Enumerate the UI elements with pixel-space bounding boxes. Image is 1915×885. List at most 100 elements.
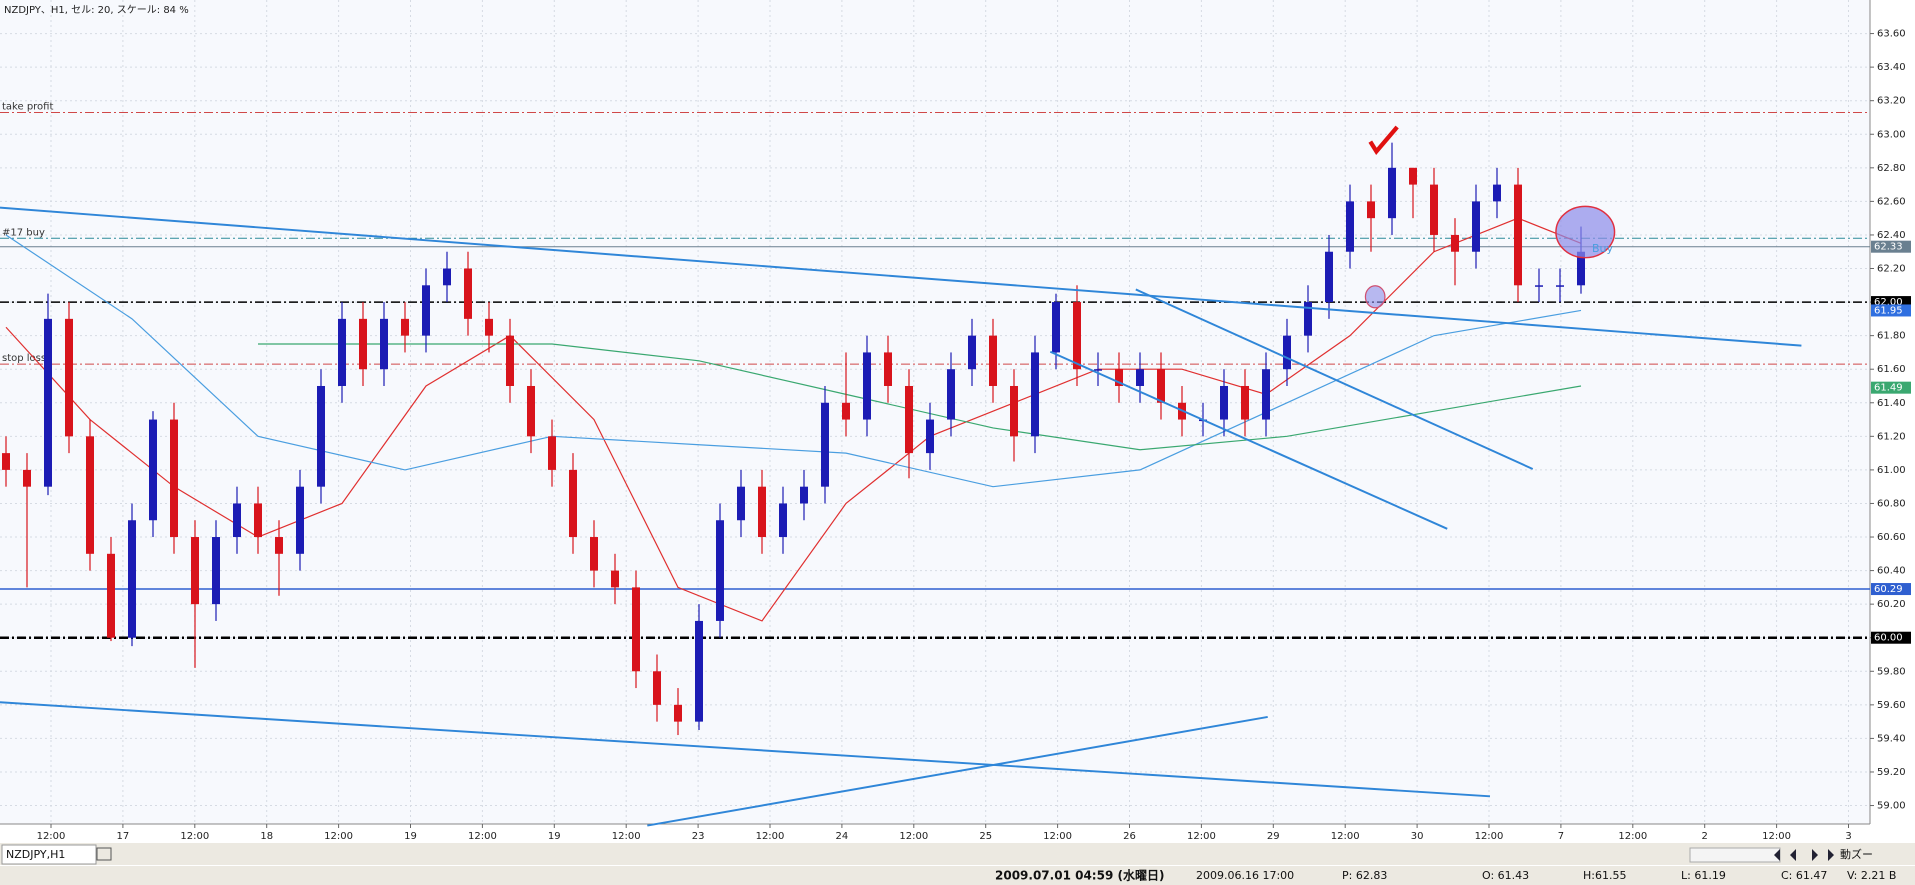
- x-tick-label: 7: [1558, 831, 1564, 842]
- x-tick-label: 17: [117, 831, 130, 842]
- candle-body: [1430, 184, 1438, 235]
- candle-body: [611, 570, 619, 588]
- trendline[interactable]: [0, 206, 1802, 347]
- toolbar-text: 動ズー: [1840, 847, 1873, 861]
- status-item: P: 62.83: [1342, 869, 1387, 882]
- x-tick-label: 3: [1845, 831, 1851, 842]
- scrollbar[interactable]: [1689, 847, 1781, 863]
- candle-body: [548, 436, 556, 470]
- chart-title: NZDJPY、H1, セル: 20, スケール: 84 %: [4, 4, 189, 16]
- y-tick-label: 62.40: [1877, 230, 1906, 241]
- trendline[interactable]: [0, 701, 1491, 798]
- candle-body: [1241, 385, 1249, 420]
- candle-body: [464, 268, 472, 319]
- candle-body: [1472, 201, 1480, 252]
- price-tag: [1871, 631, 1911, 644]
- candle-body: [1556, 285, 1564, 287]
- y-tick-label: 59.20: [1877, 767, 1906, 778]
- candle-body: [968, 335, 976, 370]
- plot-background: [0, 0, 1870, 824]
- chart-tab[interactable]: [1, 844, 97, 865]
- price-tag-label: 62.00: [1874, 297, 1903, 308]
- price-tag: [1871, 240, 1911, 253]
- candle-body: [800, 486, 808, 504]
- levels: take profit #17 buy stop loss: [0, 101, 1870, 639]
- candle-body: [107, 553, 115, 638]
- price-tag: [1871, 381, 1911, 394]
- candle-body: [842, 402, 850, 420]
- x-tick-label: 12:00: [1187, 831, 1216, 842]
- candle-body: [1157, 369, 1165, 403]
- y-tick-label: 60.60: [1877, 532, 1906, 543]
- candle-body: [527, 385, 535, 437]
- candle-body: [716, 520, 724, 621]
- candle-body: [212, 537, 220, 605]
- status-item: L: 61.19: [1681, 869, 1726, 882]
- x-tick-label: 29: [1267, 831, 1280, 842]
- candle-body: [65, 318, 73, 437]
- trendlines: [0, 125, 1802, 827]
- x-tick-label: 12:00: [1762, 831, 1791, 842]
- x-tick-label: 25: [979, 831, 992, 842]
- tab-icon[interactable]: [96, 847, 112, 861]
- candle-body: [422, 285, 430, 336]
- chart-tab-label: NZDJPY,H1: [6, 848, 65, 861]
- candle-body: [191, 537, 199, 605]
- candle-body: [1409, 167, 1417, 185]
- trendline[interactable]: [1049, 350, 1448, 530]
- candle-body: [590, 537, 598, 571]
- checkmark: [1368, 125, 1399, 156]
- level-label: #17 buy: [2, 227, 45, 238]
- candle-body: [1031, 352, 1039, 437]
- x-tick-label: 12:00: [1618, 831, 1647, 842]
- x-tick-label: 19: [404, 831, 417, 842]
- x-tick-label: 12:00: [1043, 831, 1072, 842]
- candle-body: [905, 385, 913, 454]
- candle-body: [1115, 369, 1123, 386]
- y-tick-label: 61.40: [1877, 398, 1906, 409]
- status-item: 2009.07.01 04:59 (水曜日): [995, 868, 1164, 883]
- y-tick-label: 59.40: [1877, 733, 1906, 744]
- trendline[interactable]: [1135, 288, 1534, 470]
- x-tick-label: 24: [836, 831, 849, 842]
- scroll-buttons[interactable]: [1774, 849, 1834, 861]
- candle-body: [443, 268, 451, 286]
- y-tick-label: 62.60: [1877, 196, 1906, 207]
- trendline[interactable]: [647, 715, 1268, 827]
- candle-body: [86, 436, 94, 554]
- candle-body: [1073, 302, 1081, 370]
- x-tick-label: 12:00: [899, 831, 928, 842]
- arrow-label: Buy: [1592, 242, 1614, 255]
- candle-body: [863, 352, 871, 420]
- moving-averages: [5, 217, 1582, 622]
- candle-body: [1304, 302, 1312, 336]
- y-tick-label: 60.80: [1877, 498, 1906, 509]
- candle-body: [44, 318, 52, 487]
- candle-body: [1262, 369, 1270, 420]
- candle-body: [1220, 385, 1228, 420]
- marker-circle[interactable]: [1364, 285, 1386, 309]
- candle-body: [821, 402, 829, 487]
- candle-body: [170, 419, 178, 538]
- status-item: O: 61.43: [1482, 869, 1529, 882]
- candle-body: [1493, 184, 1501, 202]
- status-item: C: 61.47: [1781, 869, 1827, 882]
- candle-body: [128, 520, 136, 638]
- candle-body: [632, 587, 640, 672]
- marker-ellipse[interactable]: [1555, 205, 1616, 259]
- x-tick-label: 18: [260, 831, 273, 842]
- candle-body: [1451, 234, 1459, 252]
- candle-body: [695, 620, 703, 722]
- candle-body: [506, 335, 514, 386]
- x-tick-label: 12:00: [37, 831, 66, 842]
- x-tick-label: 12:00: [1475, 831, 1504, 842]
- candle-body: [1325, 251, 1333, 303]
- price-tag-label: 60.29: [1874, 584, 1903, 595]
- candle-body: [1388, 167, 1396, 219]
- candle-body: [296, 486, 304, 554]
- status-item: 2009.06.16 17:00: [1196, 869, 1294, 882]
- candle-body: [947, 369, 955, 420]
- y-tick-label: 62.80: [1877, 163, 1906, 174]
